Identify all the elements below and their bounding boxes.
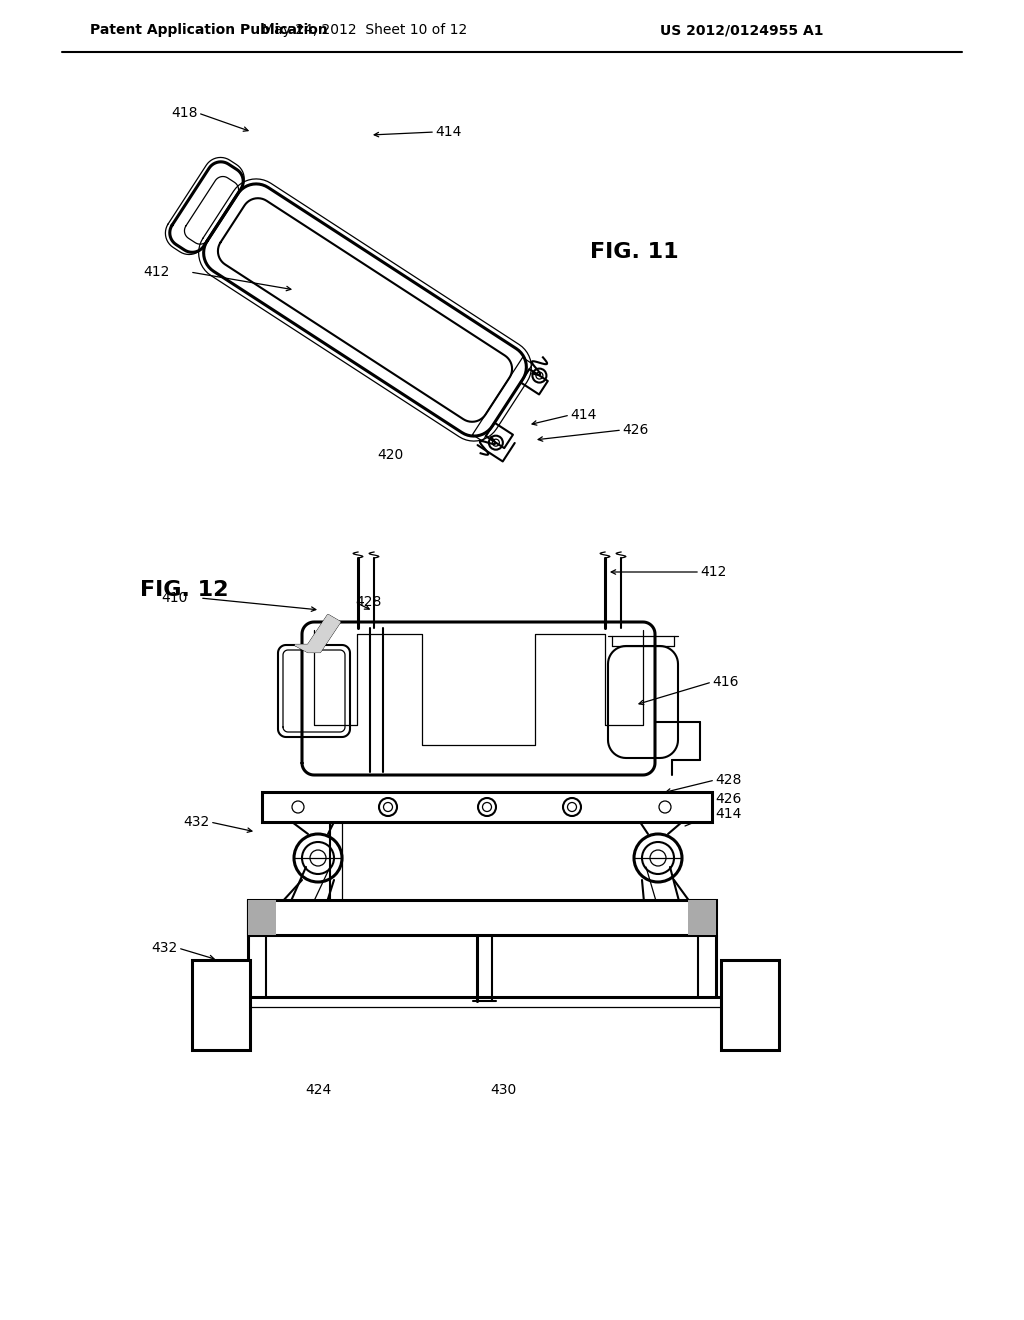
Text: 432: 432 (152, 941, 178, 954)
Text: May 24, 2012  Sheet 10 of 12: May 24, 2012 Sheet 10 of 12 (262, 22, 468, 37)
Text: 426: 426 (715, 792, 741, 807)
Text: 418: 418 (171, 106, 198, 120)
Text: 432: 432 (183, 814, 210, 829)
Bar (688, 900, 716, 935)
Text: 414: 414 (435, 125, 462, 139)
Text: 412: 412 (143, 265, 170, 279)
Text: 430: 430 (489, 1082, 516, 1097)
Text: US 2012/0124955 A1: US 2012/0124955 A1 (660, 22, 823, 37)
Text: 428: 428 (355, 595, 381, 609)
Bar (248, 900, 276, 935)
Text: 410: 410 (162, 591, 188, 605)
Text: 414: 414 (570, 408, 596, 422)
Polygon shape (295, 615, 340, 652)
Bar (262, 792, 712, 822)
Text: 420: 420 (377, 447, 403, 462)
Bar (193, 960, 250, 1049)
Text: 424: 424 (305, 1082, 331, 1097)
Text: 414: 414 (715, 807, 741, 821)
Text: FIG. 11: FIG. 11 (590, 242, 679, 261)
Text: 426: 426 (622, 422, 648, 437)
Text: 428: 428 (715, 774, 741, 787)
Bar (248, 900, 716, 935)
Bar (721, 960, 779, 1049)
Text: Patent Application Publication: Patent Application Publication (90, 22, 328, 37)
Text: FIG. 12: FIG. 12 (140, 579, 228, 601)
Text: 416: 416 (712, 675, 738, 689)
Text: 412: 412 (700, 565, 726, 579)
